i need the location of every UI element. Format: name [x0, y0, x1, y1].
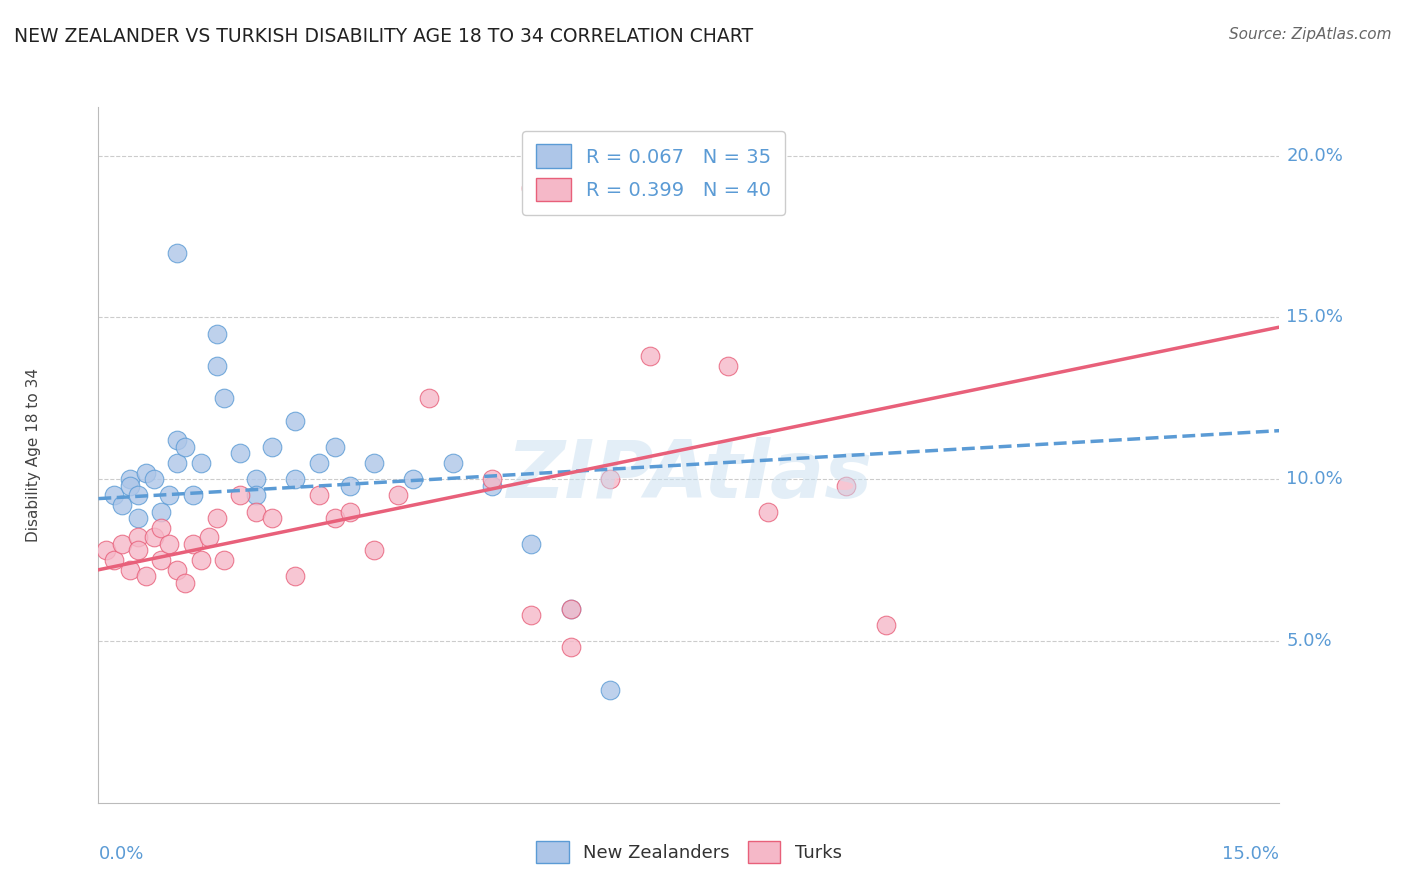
- Point: [441, 456, 464, 470]
- Point: [756, 504, 779, 518]
- Point: [402, 472, 425, 486]
- Point: [875, 617, 897, 632]
- Point: [190, 456, 212, 470]
- Text: 10.0%: 10.0%: [1286, 470, 1343, 488]
- Point: [135, 466, 157, 480]
- Point: [245, 472, 267, 486]
- Point: [205, 326, 228, 341]
- Text: ZIPAtlas: ZIPAtlas: [506, 437, 872, 515]
- Point: [229, 446, 252, 460]
- Point: [520, 181, 543, 195]
- Point: [166, 456, 188, 470]
- Point: [560, 640, 582, 655]
- Point: [127, 488, 149, 502]
- Point: [245, 504, 267, 518]
- Point: [245, 488, 267, 502]
- Text: 20.0%: 20.0%: [1286, 146, 1343, 165]
- Text: Source: ZipAtlas.com: Source: ZipAtlas.com: [1229, 27, 1392, 42]
- Point: [418, 392, 440, 406]
- Point: [103, 488, 125, 502]
- Point: [339, 504, 361, 518]
- Point: [260, 440, 283, 454]
- Point: [197, 531, 219, 545]
- Point: [363, 456, 385, 470]
- Point: [157, 537, 180, 551]
- Text: 5.0%: 5.0%: [1286, 632, 1331, 650]
- Point: [599, 472, 621, 486]
- Point: [560, 601, 582, 615]
- Point: [118, 478, 141, 492]
- Point: [103, 553, 125, 567]
- Point: [260, 511, 283, 525]
- Point: [339, 478, 361, 492]
- Point: [308, 456, 330, 470]
- Point: [481, 478, 503, 492]
- Point: [142, 472, 165, 486]
- Point: [127, 543, 149, 558]
- Point: [363, 543, 385, 558]
- Point: [520, 537, 543, 551]
- Legend: New Zealanders, Turks: New Zealanders, Turks: [529, 834, 849, 871]
- Point: [127, 511, 149, 525]
- Point: [323, 511, 346, 525]
- Point: [96, 543, 118, 558]
- Point: [118, 563, 141, 577]
- Point: [717, 359, 740, 373]
- Text: 15.0%: 15.0%: [1286, 309, 1343, 326]
- Point: [166, 563, 188, 577]
- Point: [284, 569, 307, 583]
- Point: [118, 472, 141, 486]
- Point: [142, 531, 165, 545]
- Point: [284, 472, 307, 486]
- Point: [166, 245, 188, 260]
- Point: [190, 553, 212, 567]
- Point: [111, 537, 134, 551]
- Point: [157, 488, 180, 502]
- Point: [229, 488, 252, 502]
- Point: [174, 440, 197, 454]
- Point: [599, 682, 621, 697]
- Text: NEW ZEALANDER VS TURKISH DISABILITY AGE 18 TO 34 CORRELATION CHART: NEW ZEALANDER VS TURKISH DISABILITY AGE …: [14, 27, 754, 45]
- Point: [284, 414, 307, 428]
- Point: [135, 569, 157, 583]
- Point: [205, 511, 228, 525]
- Point: [166, 434, 188, 448]
- Point: [387, 488, 409, 502]
- Point: [205, 359, 228, 373]
- Point: [520, 608, 543, 623]
- Point: [174, 575, 197, 590]
- Point: [308, 488, 330, 502]
- Point: [560, 601, 582, 615]
- Point: [150, 553, 173, 567]
- Text: 0.0%: 0.0%: [98, 845, 143, 863]
- Point: [150, 504, 173, 518]
- Point: [835, 478, 858, 492]
- Point: [150, 521, 173, 535]
- Point: [214, 392, 236, 406]
- Point: [638, 349, 661, 363]
- Text: Disability Age 18 to 34: Disability Age 18 to 34: [25, 368, 41, 542]
- Text: 15.0%: 15.0%: [1222, 845, 1279, 863]
- Point: [323, 440, 346, 454]
- Point: [481, 472, 503, 486]
- Point: [181, 488, 204, 502]
- Point: [111, 498, 134, 512]
- Point: [127, 531, 149, 545]
- Point: [214, 553, 236, 567]
- Point: [181, 537, 204, 551]
